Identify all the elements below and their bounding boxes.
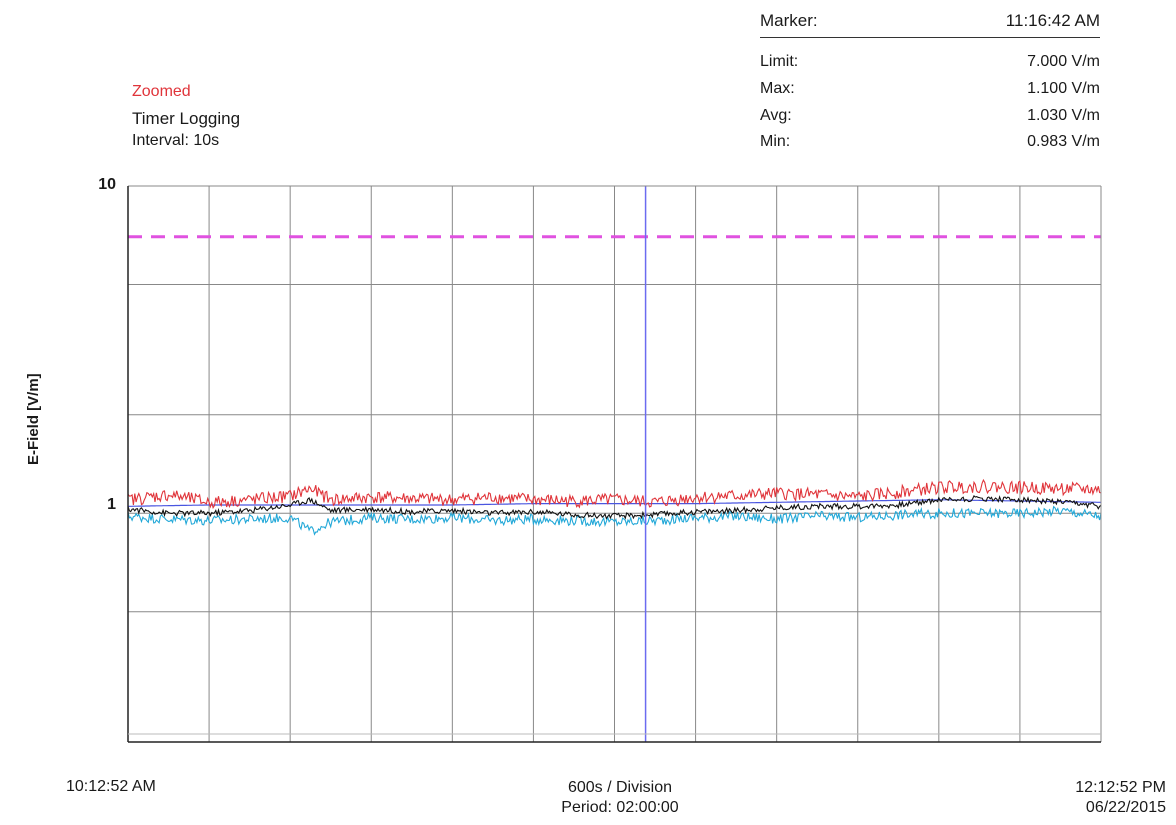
axis-layer (127, 185, 1102, 743)
period-label: Period: 02:00:00 (561, 799, 679, 816)
series-line-avg-blue (128, 499, 1101, 507)
y-tick-label-1: 1 (107, 496, 116, 513)
limit-label: Limit: (760, 53, 799, 70)
max-label: Max: (760, 80, 795, 97)
division-label: 600s / Division (567, 779, 673, 796)
limit-row: Limit: 7.000 V/m (760, 54, 1100, 74)
zoomed-label: Zoomed (132, 83, 191, 100)
mode-label: Timer Logging (132, 109, 241, 128)
limit-value: 7.000 V/m (1027, 53, 1100, 70)
min-value: 0.983 V/m (1027, 133, 1100, 150)
max-row: Max: 1.100 V/m (760, 81, 1100, 101)
max-value: 1.100 V/m (1027, 80, 1100, 97)
marker-value: 11:16:42 AM (1005, 11, 1100, 30)
avg-label: Avg: (760, 107, 792, 124)
end-time-label: 12:12:52 PM (1075, 779, 1166, 796)
y-axis-label: E-Field [V/m] (25, 373, 42, 465)
stats-panel: Marker: 11:16:42 AM Limit: 7.000 V/m Max… (760, 0, 1100, 190)
end-date-label: 06/22/2015 (1085, 799, 1166, 816)
series-layer (127, 478, 1102, 536)
avg-row: Avg: 1.030 V/m (760, 108, 1100, 128)
start-time-label: 10:12:52 AM (66, 778, 156, 795)
avg-value: 1.030 V/m (1027, 107, 1100, 124)
stats-divider (760, 37, 1100, 38)
y-tick-label-10: 10 (98, 176, 116, 193)
series-line-max (127, 478, 1102, 510)
grid-layer (128, 185, 1101, 742)
overlay-layer (128, 186, 1101, 742)
interval-label: Interval: 10s (132, 132, 220, 149)
min-label: Min: (760, 133, 791, 150)
series-line-min (127, 505, 1102, 536)
min-row: Min: 0.983 V/m (760, 134, 1100, 154)
marker-row: Marker: 11:16:42 AM (760, 12, 1100, 32)
series-line-avg (127, 495, 1102, 520)
marker-label: Marker: (760, 11, 818, 30)
